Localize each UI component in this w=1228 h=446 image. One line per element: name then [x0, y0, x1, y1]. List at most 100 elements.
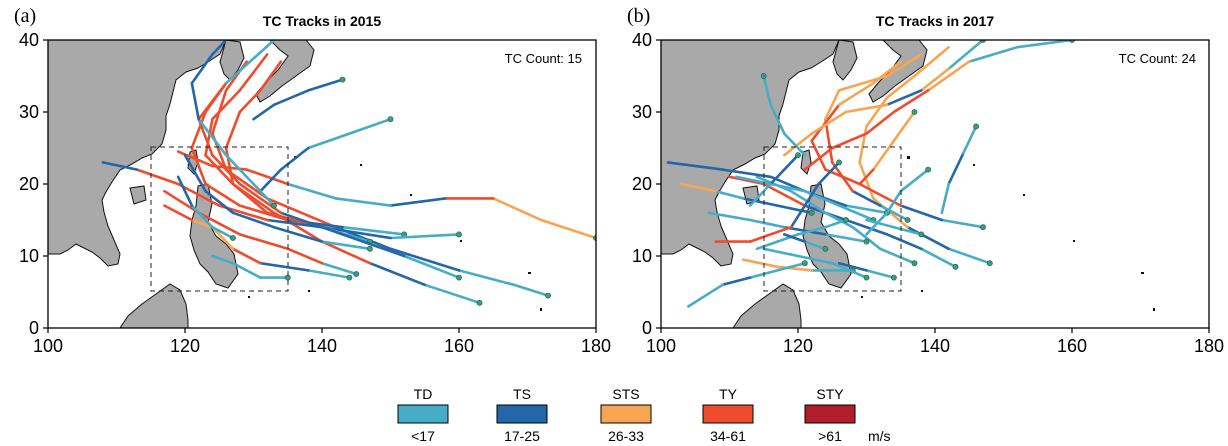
track-segment: [320, 240, 372, 265]
landmass-japan: [255, 40, 315, 103]
tracks-a: [101, 40, 596, 306]
track-segment: [762, 247, 800, 258]
legend-range-ts: 17-25: [504, 428, 540, 444]
track-start-point: [918, 231, 925, 238]
legend-swatch-ts: [496, 404, 548, 424]
track-segment: [176, 182, 221, 207]
track-segment: [204, 189, 235, 215]
track-segment: [197, 81, 228, 121]
track-segment: [776, 265, 814, 272]
track-segment: [782, 132, 814, 157]
track-segment: [204, 117, 214, 157]
track-segment: [279, 211, 324, 229]
track-segment: [721, 276, 752, 287]
track-segment: [851, 225, 882, 251]
track-segment: [789, 204, 807, 229]
y-tick-label: 0: [642, 318, 652, 338]
track-segment: [211, 225, 235, 251]
track-segment: [913, 45, 951, 78]
track-segment: [837, 204, 875, 222]
track-segment: [286, 247, 324, 265]
track-segment: [320, 240, 372, 251]
tc-track: [176, 150, 596, 241]
track-segment: [865, 218, 896, 229]
track-segment: [272, 225, 324, 243]
track-segment: [306, 78, 344, 92]
track-segment: [320, 225, 392, 240]
tc-track: [211, 254, 291, 281]
track-segment: [190, 146, 207, 186]
track-segment: [224, 168, 269, 200]
track-segment: [265, 197, 338, 229]
track-segment: [769, 153, 800, 186]
y-tick-label: 40: [19, 30, 39, 50]
map-title-b: TC Tracks in 2017: [876, 13, 995, 29]
legend: TD <17 TS 17-25 STS 26-33 TY 34-61 STY >…: [397, 386, 891, 444]
track-start-point: [476, 299, 483, 306]
track-segment: [728, 175, 766, 186]
track-segment: [872, 139, 896, 171]
track-segment: [190, 81, 200, 121]
track-segment: [940, 218, 985, 229]
tc-track: [748, 152, 801, 207]
track-start-point: [863, 238, 870, 245]
track-segment: [858, 125, 868, 164]
legend-label-sts: STS: [612, 386, 639, 402]
tc-track: [183, 153, 373, 252]
track-segment: [389, 197, 447, 207]
legend-item-ts: TS 17-25: [496, 386, 548, 444]
track-segment: [885, 74, 916, 99]
track-segment: [707, 211, 752, 222]
track-segment: [204, 153, 235, 186]
track-segment: [204, 182, 242, 207]
track-segment: [926, 60, 971, 92]
legend-range-td: <17: [411, 428, 435, 444]
track-segment: [947, 247, 992, 265]
track-start-point: [230, 235, 236, 241]
tc-track: [211, 60, 551, 299]
track-segment: [858, 168, 875, 186]
panel-label-a: (a): [14, 5, 36, 27]
track-segment: [837, 81, 875, 107]
tc-track: [782, 233, 829, 252]
track-start-point: [353, 271, 360, 277]
study-box-b: [763, 146, 902, 292]
tc-track: [837, 261, 897, 281]
track-segment: [190, 110, 207, 150]
tc-track: [190, 40, 277, 209]
track-segment: [163, 189, 200, 215]
track-start-point: [952, 263, 959, 270]
track-segment: [197, 117, 214, 157]
track-segment: [320, 261, 358, 276]
track-segment: [824, 218, 848, 229]
track-segment: [334, 197, 392, 207]
track-segment: [666, 161, 724, 171]
track-segment: [361, 240, 406, 258]
track-segment: [810, 139, 827, 171]
track-segment: [224, 146, 235, 186]
track-segment: [211, 254, 235, 265]
track-segment: [176, 150, 214, 168]
track-start-point: [836, 159, 842, 166]
track-segment: [211, 225, 235, 240]
track-segment: [769, 103, 786, 135]
track-segment: [844, 218, 889, 236]
track-segment: [279, 146, 310, 171]
track-segment: [231, 211, 276, 229]
y-tick-label: 30: [632, 102, 652, 122]
tc-track: [735, 175, 877, 223]
track-segment: [231, 261, 262, 279]
track-segment: [817, 161, 841, 186]
track-segment: [512, 283, 550, 297]
legend-label-ty: TY: [719, 386, 738, 402]
track-segment: [796, 225, 827, 236]
legend-swatch-sty: [804, 404, 856, 424]
track-segment: [796, 254, 834, 265]
track-segment: [306, 269, 351, 279]
track-segment: [211, 89, 242, 121]
track-start-point: [387, 116, 394, 123]
landmass-borneo: [732, 283, 802, 328]
track-segment: [211, 153, 242, 186]
track-segment: [885, 53, 923, 78]
tc-track: [940, 123, 979, 215]
